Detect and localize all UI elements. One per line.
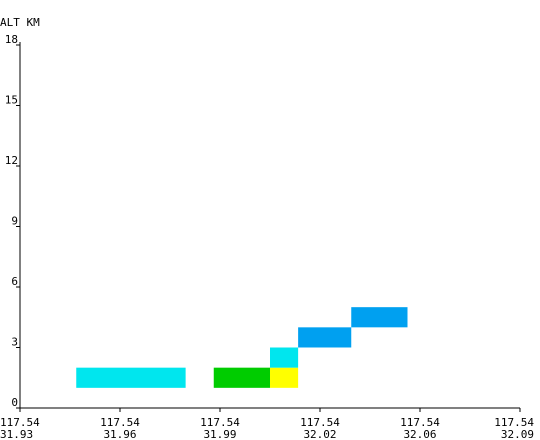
y-tick-label: 18 [5, 33, 18, 46]
y-tick-label: 0 [11, 396, 18, 409]
x-tick-label-lon: 117.54 [400, 416, 440, 429]
x-tick-label-lon: 117.54 [100, 416, 140, 429]
y-tick-label: 15 [5, 94, 18, 107]
x-tick-label-lat: 31.93 [0, 428, 33, 440]
x-tick-label-lon: 117.54 [0, 416, 40, 429]
x-tick-label-lat: 32.02 [303, 428, 336, 440]
data-cell-3 [270, 347, 299, 368]
y-tick-label: 9 [11, 215, 18, 228]
y-tick-label: 12 [5, 154, 18, 167]
y-tick-label: 6 [11, 275, 18, 288]
x-ticks: 117.5431.93117.5431.96117.5431.99117.543… [0, 408, 534, 440]
data-cell-2 [270, 367, 299, 388]
x-tick-label-lat: 31.99 [203, 428, 236, 440]
data-cell-0 [76, 367, 186, 388]
y-axis-label: ALT KM [0, 16, 40, 29]
x-tick-label-lat: 32.06 [403, 428, 436, 440]
data-cell-5 [351, 307, 408, 328]
cells-layer [76, 307, 408, 388]
x-tick-label-lat: 31.96 [103, 428, 136, 440]
x-tick-label-lon: 117.54 [300, 416, 340, 429]
y-ticks: 0 3 6 9 12 15 18 [5, 33, 20, 409]
data-cell-1 [213, 367, 270, 388]
y-tick-label: 3 [11, 336, 18, 349]
x-tick-label-lon: 117.54 [494, 416, 534, 429]
x-tick-label-lat: 32.09 [501, 428, 534, 440]
x-tick-label-lon: 117.54 [200, 416, 240, 429]
data-cell-4 [298, 327, 352, 348]
